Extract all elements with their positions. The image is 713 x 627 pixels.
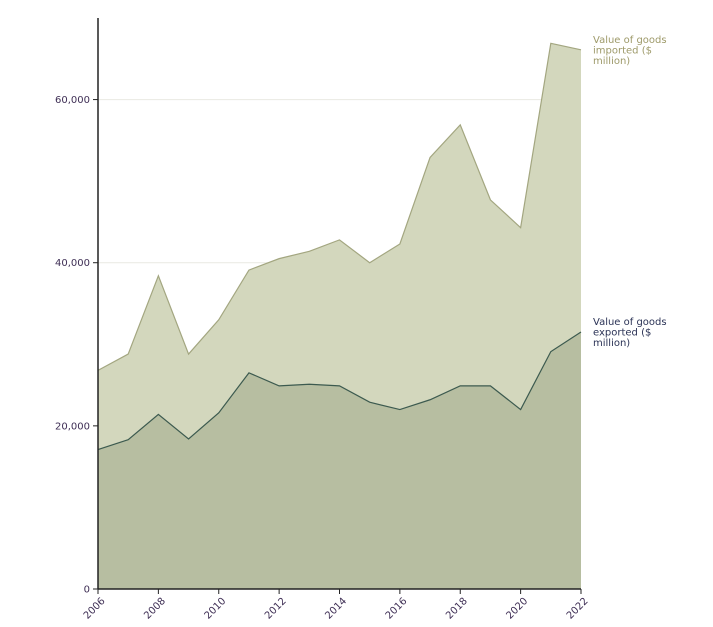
series-label-line: million) xyxy=(593,338,630,349)
x-tick-label-4: 2014 xyxy=(323,596,349,622)
y-tick-label-3: 60,000 xyxy=(55,95,90,106)
y-axis-ticks: 0 20,000 40,000 60,000 xyxy=(55,95,98,596)
series-label-line: Value of goods xyxy=(593,317,667,328)
series-label-line: million) xyxy=(593,56,630,67)
x-tick-label-0: 2006 xyxy=(82,596,108,622)
series-areas xyxy=(97,42,582,589)
series-label-0: Value of goods imported ($ million) xyxy=(593,35,667,67)
series-line-0 xyxy=(97,42,582,371)
series-labels: Value of goods imported ($ million)Value o… xyxy=(593,35,667,349)
y-tick-label-2: 40,000 xyxy=(55,258,90,269)
y-tick-label-1: 20,000 xyxy=(55,421,90,432)
x-tick-label-5: 2016 xyxy=(384,596,410,622)
series-label-line: exported ($ xyxy=(593,328,651,339)
series-line-1 xyxy=(97,331,582,451)
x-tick-label-7: 2020 xyxy=(504,596,530,622)
series-label-1: Value of goods exported ($ million) xyxy=(593,317,667,349)
y-tick-label-0: 0 xyxy=(84,585,90,596)
series-area-1 xyxy=(98,332,581,589)
x-tick-label-1: 2008 xyxy=(142,596,168,622)
x-axis-ticks: 2006 2008 2010 2012 2014 2016 2018 2020 2022 xyxy=(82,589,591,622)
x-tick-label-2: 2010 xyxy=(203,596,229,622)
x-tick-label-6: 2018 xyxy=(444,596,470,622)
x-tick-label-8: 2022 xyxy=(565,596,591,622)
series-label-line: imported ($ xyxy=(593,45,652,56)
x-tick-label-3: 2012 xyxy=(263,596,289,622)
series-label-line: Value of goods xyxy=(593,35,667,46)
